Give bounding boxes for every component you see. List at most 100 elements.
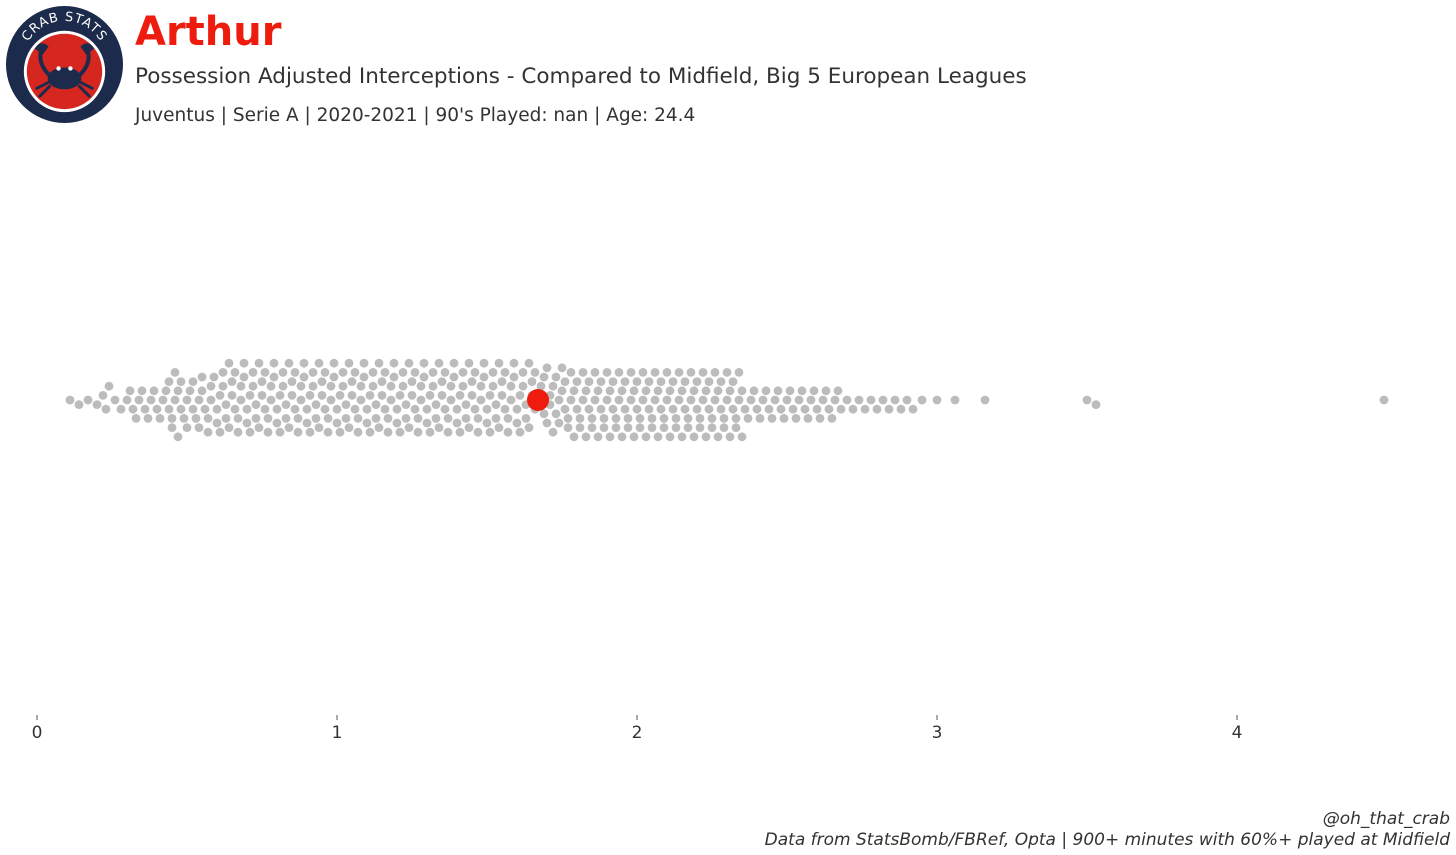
data-point [263,427,273,437]
data-point [701,386,711,396]
data-point [815,414,825,423]
data-point [506,381,516,391]
data-point [554,395,564,405]
data-point [812,404,822,414]
data-point [359,358,369,368]
data-point [611,414,621,423]
crab-icon [34,43,95,98]
data-point [476,381,486,391]
data-point [287,391,297,400]
data-point [692,377,702,386]
data-point [206,395,216,405]
data-point [605,432,615,442]
data-point [770,395,780,405]
data-point [269,358,279,368]
data-point [713,432,723,442]
x-axis: 0 1 2 3 4 [32,715,1243,743]
data-point [467,391,477,400]
data-point [209,372,219,382]
data-point [269,372,279,382]
data-point [260,368,270,377]
data-point [245,391,255,400]
data-point [617,432,627,442]
data-point [326,395,336,405]
data-point [683,423,693,432]
data-point [557,386,567,396]
data-point [338,368,348,377]
data-point [437,391,447,400]
data-point [371,400,381,409]
data-point [677,386,687,396]
data-point [437,377,447,386]
data-point [395,427,405,437]
data-point [611,423,621,432]
data-point [635,423,645,432]
data-point [848,404,858,414]
data-point [980,395,990,405]
data-point [788,404,798,414]
x-tick-label: 1 [332,723,343,743]
data-point [182,423,192,432]
data-point [200,404,210,414]
data-point [725,432,735,442]
data-point [242,418,252,428]
data-point [440,368,450,377]
data-point [575,423,585,432]
data-point [173,386,183,396]
data-point [428,368,438,377]
data-point [587,414,597,423]
data-point [1082,395,1092,405]
data-point [638,368,648,377]
data-point [221,400,231,409]
data-point [719,414,729,423]
data-point [413,427,423,437]
data-point [65,395,75,405]
data-point [362,418,372,428]
data-point [335,427,345,437]
data-point [650,368,660,377]
data-point [281,400,291,409]
data-point [728,404,738,414]
data-point [344,423,354,432]
data-point [275,391,285,400]
data-point [503,414,513,423]
data-point [341,414,351,423]
data-point [884,404,894,414]
data-point [104,381,114,391]
data-point [170,395,180,405]
x-tick-label: 3 [932,723,943,743]
data-point [680,377,690,386]
data-point [710,395,720,405]
data-point [668,377,678,386]
data-point [164,404,174,414]
data-point [368,368,378,377]
chart-subtitle: Possession Adjusted Interceptions - Comp… [135,64,1027,89]
data-point [578,395,588,405]
data-point [140,404,150,414]
data-point [473,427,483,437]
data-point [407,391,417,400]
data-point [248,368,258,377]
data-point [836,404,846,414]
data-point [866,395,876,405]
data-point [629,386,639,396]
data-point [638,395,648,405]
data-point [578,368,588,377]
data-point [278,381,288,391]
data-point [215,391,225,400]
data-point [551,409,561,419]
data-point [854,395,864,405]
data-point [872,404,882,414]
data-point [389,358,399,368]
data-point [461,414,471,423]
data-point [137,386,147,396]
data-point [293,414,303,423]
data-point [350,368,360,377]
data-point [731,423,741,432]
data-point [224,358,234,368]
data-point [665,432,675,442]
data-point [485,391,495,400]
data-point [641,386,651,396]
data-point [794,395,804,405]
x-tick-label: 4 [1232,723,1243,743]
